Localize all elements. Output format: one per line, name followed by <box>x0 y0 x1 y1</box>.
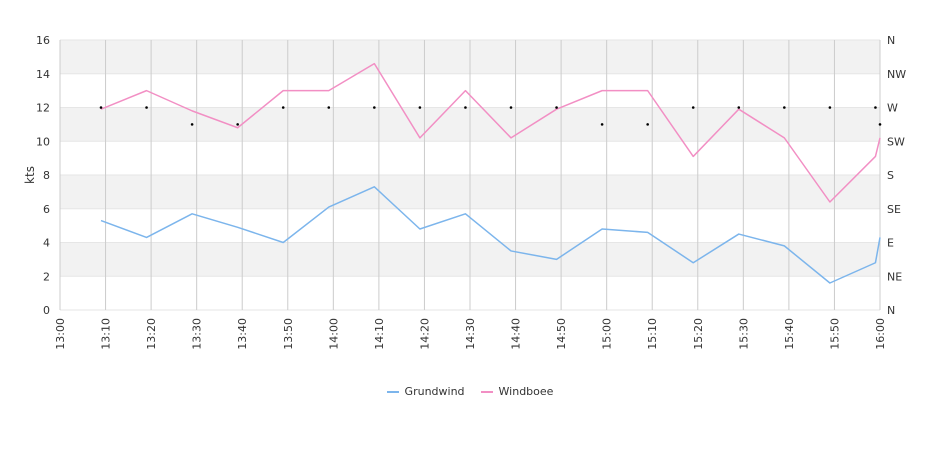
legend-item-grundwind[interactable]: Grundwind <box>386 385 465 398</box>
direction-point <box>145 106 148 109</box>
x-tick-label: 13:50 <box>282 318 295 350</box>
direction-point <box>646 123 649 126</box>
legend-label-grundwind: Grundwind <box>404 385 465 398</box>
direction-point <box>190 123 194 126</box>
direction-tick-label: E <box>887 237 894 250</box>
direction-point <box>600 123 604 126</box>
x-tick-label: 15:20 <box>692 318 705 350</box>
x-tick-label: 15:40 <box>783 318 796 350</box>
direction-point <box>828 106 832 109</box>
direction-point <box>878 123 882 126</box>
legend-label-windboee: Windboee <box>498 385 554 398</box>
direction-point <box>874 106 877 109</box>
direction-axis-ticks: N NE E SE S SW W NW N <box>887 34 906 317</box>
x-tick-label: 14:00 <box>327 318 340 350</box>
x-axis-ticks: 13:00 13:10 13:20 13:30 13:40 13:50 14:00 14:10… <box>54 318 887 350</box>
legend-item-windboee[interactable]: Windboee <box>480 385 554 398</box>
x-tick-label: 14:20 <box>418 318 431 350</box>
y-tick-label: 16 <box>36 34 50 47</box>
direction-tick-label: W <box>887 102 898 115</box>
y-tick-label: 4 <box>43 237 50 250</box>
x-tick-label: 15:30 <box>737 318 750 350</box>
x-tick-label: 14:10 <box>373 318 386 350</box>
x-tick-label: 13:40 <box>236 318 249 350</box>
series-line-grundwind <box>100 186 881 284</box>
x-tick-label: 14:30 <box>464 318 477 350</box>
direction-tick-label: SW <box>887 135 905 148</box>
direction-point <box>464 106 467 109</box>
x-tick-label: 13:20 <box>145 318 158 350</box>
y-tick-label: 12 <box>36 102 50 115</box>
direction-tick-label: NE <box>887 270 902 283</box>
y-tick-label: 0 <box>43 304 50 317</box>
direction-point <box>555 106 558 109</box>
series-group <box>99 62 882 284</box>
direction-tick-label: N <box>887 34 895 47</box>
x-tick-label: 13:00 <box>54 318 67 350</box>
x-tick-label: 16:00 <box>874 318 887 350</box>
y-tick-label: 2 <box>43 270 50 283</box>
direction-point <box>418 106 422 109</box>
y-tick-label: 6 <box>43 203 50 216</box>
series-line-windboee <box>100 62 881 203</box>
direction-point <box>783 106 786 109</box>
direction-tick-label: S <box>887 169 894 182</box>
x-tick-label: 15:10 <box>646 318 659 350</box>
direction-point <box>509 106 513 109</box>
direction-point <box>327 106 331 109</box>
direction-point <box>281 106 285 109</box>
y-tick-label: 8 <box>43 169 50 182</box>
direction-tick-label: NW <box>887 68 906 81</box>
direction-tick-label: N <box>887 304 895 317</box>
x-tick-label: 13:10 <box>100 318 113 350</box>
direction-point <box>99 106 103 109</box>
direction-point <box>691 106 695 109</box>
x-tick-label: 15:50 <box>828 318 841 350</box>
x-tick-label: 15:00 <box>601 318 614 350</box>
legend: Grundwind Windboee <box>0 385 940 398</box>
x-tick-label: 14:40 <box>510 318 523 350</box>
y-tick-label: 14 <box>36 68 50 81</box>
direction-point <box>236 123 239 126</box>
x-tick-label: 13:30 <box>191 318 204 350</box>
y-axis-ticks: 0 2 4 6 8 10 12 14 16 <box>36 34 50 317</box>
x-tick-label: 14:50 <box>555 318 568 350</box>
y-tick-label: 10 <box>36 135 50 148</box>
direction-point <box>373 106 376 109</box>
legend-swatch-windboee <box>480 390 493 393</box>
y-axis-label: kts <box>23 166 37 184</box>
legend-swatch-grundwind <box>386 390 399 393</box>
direction-point <box>737 106 741 109</box>
direction-tick-label: SE <box>887 203 901 216</box>
grid-lines <box>59 39 881 311</box>
